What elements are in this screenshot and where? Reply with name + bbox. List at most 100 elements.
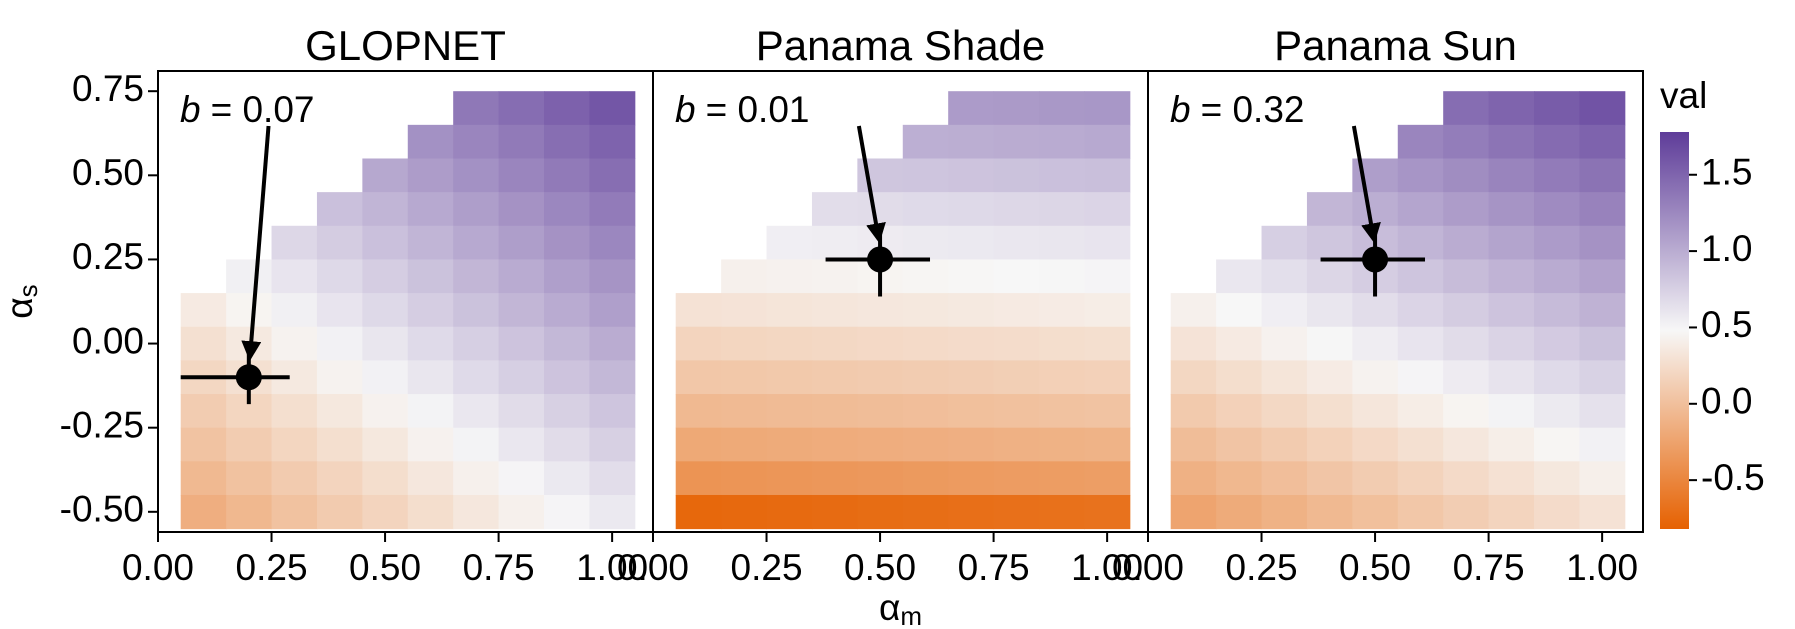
heat-cell <box>407 494 454 530</box>
colorbar-title: val <box>1660 75 1707 116</box>
heat-cell <box>993 427 1040 462</box>
heat-cell <box>675 494 722 530</box>
heat-cell <box>1306 326 1353 361</box>
heat-cell <box>407 461 454 496</box>
annotation: b = 0.01 <box>675 89 809 130</box>
heat-cell <box>902 293 949 328</box>
heat-cell <box>1488 192 1535 227</box>
heat-cell <box>1579 326 1626 361</box>
heat-cell <box>948 394 995 429</box>
heat-cell <box>226 259 273 294</box>
heat-cell <box>948 494 995 530</box>
heat-cell <box>453 293 500 328</box>
heat-cell <box>544 259 590 294</box>
heat-cell <box>721 326 768 361</box>
heat-cell <box>1306 427 1353 462</box>
heat-cell <box>1488 394 1535 429</box>
heat-cell <box>1261 326 1308 361</box>
heat-cell <box>948 360 995 395</box>
heat-cell <box>1352 360 1399 395</box>
x-tick-label: 0.25 <box>236 547 308 588</box>
heat-cell <box>1306 293 1353 328</box>
heat-cell <box>498 225 545 260</box>
point <box>867 246 894 273</box>
heat-cell <box>1216 494 1263 530</box>
heat-cell <box>1579 225 1626 260</box>
heat-cell <box>498 360 545 395</box>
heat-cell <box>589 293 636 328</box>
x-tick-label: 0.25 <box>1226 547 1298 588</box>
heat-cell <box>766 225 813 260</box>
point <box>1362 246 1389 273</box>
heat-cell <box>766 427 813 462</box>
heat-cell <box>993 259 1040 294</box>
heat-cell <box>721 494 768 530</box>
heat-cell <box>407 124 454 159</box>
heat-cell <box>316 461 363 496</box>
heat-cell <box>766 293 813 328</box>
heat-cell <box>544 192 590 227</box>
panel-frame <box>1147 70 1644 533</box>
x-axis-label-subscript: m <box>900 601 922 629</box>
heat-cell <box>902 259 949 294</box>
heat-cell <box>1488 91 1535 126</box>
heat-cell <box>271 225 318 260</box>
heat-cell <box>1397 124 1444 159</box>
heat-cell <box>948 158 995 193</box>
heat-cell <box>1261 225 1308 260</box>
heat-cell <box>271 394 318 429</box>
heat-cell <box>1216 427 1263 462</box>
heat-cell <box>1579 360 1626 395</box>
heat-cell <box>1534 225 1580 260</box>
annotation-symbol: b <box>1170 89 1191 130</box>
heat-cell <box>180 427 227 462</box>
heat-cell <box>948 225 995 260</box>
heat-cell <box>948 192 995 227</box>
heat-cell <box>993 192 1040 227</box>
heat-cell <box>407 225 454 260</box>
heat-cell <box>589 225 636 260</box>
heat-cell <box>1488 293 1535 328</box>
heat-cell <box>1534 158 1580 193</box>
heat-cell <box>1084 394 1131 429</box>
heat-cell <box>1397 394 1444 429</box>
heat-cell <box>362 158 409 193</box>
heat-cell <box>1443 192 1490 227</box>
heat-cell <box>1216 461 1263 496</box>
heat-cell <box>1170 326 1217 361</box>
x-tick-label: 1.00 <box>576 547 648 588</box>
heat-cell <box>1306 461 1353 496</box>
heat-cell <box>766 394 813 429</box>
x-tick-label: 0.00 <box>122 547 194 588</box>
heat-cell <box>316 360 363 395</box>
heat-cell <box>1443 124 1490 159</box>
heat-cell <box>1261 394 1308 429</box>
heat-cell <box>811 394 858 429</box>
heat-cell <box>271 259 318 294</box>
heat-cell <box>589 91 636 126</box>
heat-cell <box>1579 394 1626 429</box>
heat-cell <box>316 427 363 462</box>
heat-cell <box>1352 461 1399 496</box>
heat-cell <box>721 293 768 328</box>
heat-cell <box>316 259 363 294</box>
heat-cell <box>362 192 409 227</box>
heat-cell <box>498 394 545 429</box>
heat-cell <box>721 259 768 294</box>
heat-cell <box>589 326 636 361</box>
heat-cell <box>1170 461 1217 496</box>
heat-cell <box>362 494 409 530</box>
heat-cell <box>1534 293 1580 328</box>
heat-cell <box>1397 427 1444 462</box>
heat-cell <box>1261 494 1308 530</box>
heat-cell <box>407 259 454 294</box>
heat-cell <box>1084 427 1131 462</box>
heat-cell <box>316 192 363 227</box>
heat-cell <box>226 427 273 462</box>
heat-cell <box>811 461 858 496</box>
heat-cell <box>1170 494 1217 530</box>
heat-cell <box>1352 192 1399 227</box>
heat-cell <box>902 494 949 530</box>
heat-cell <box>544 225 590 260</box>
